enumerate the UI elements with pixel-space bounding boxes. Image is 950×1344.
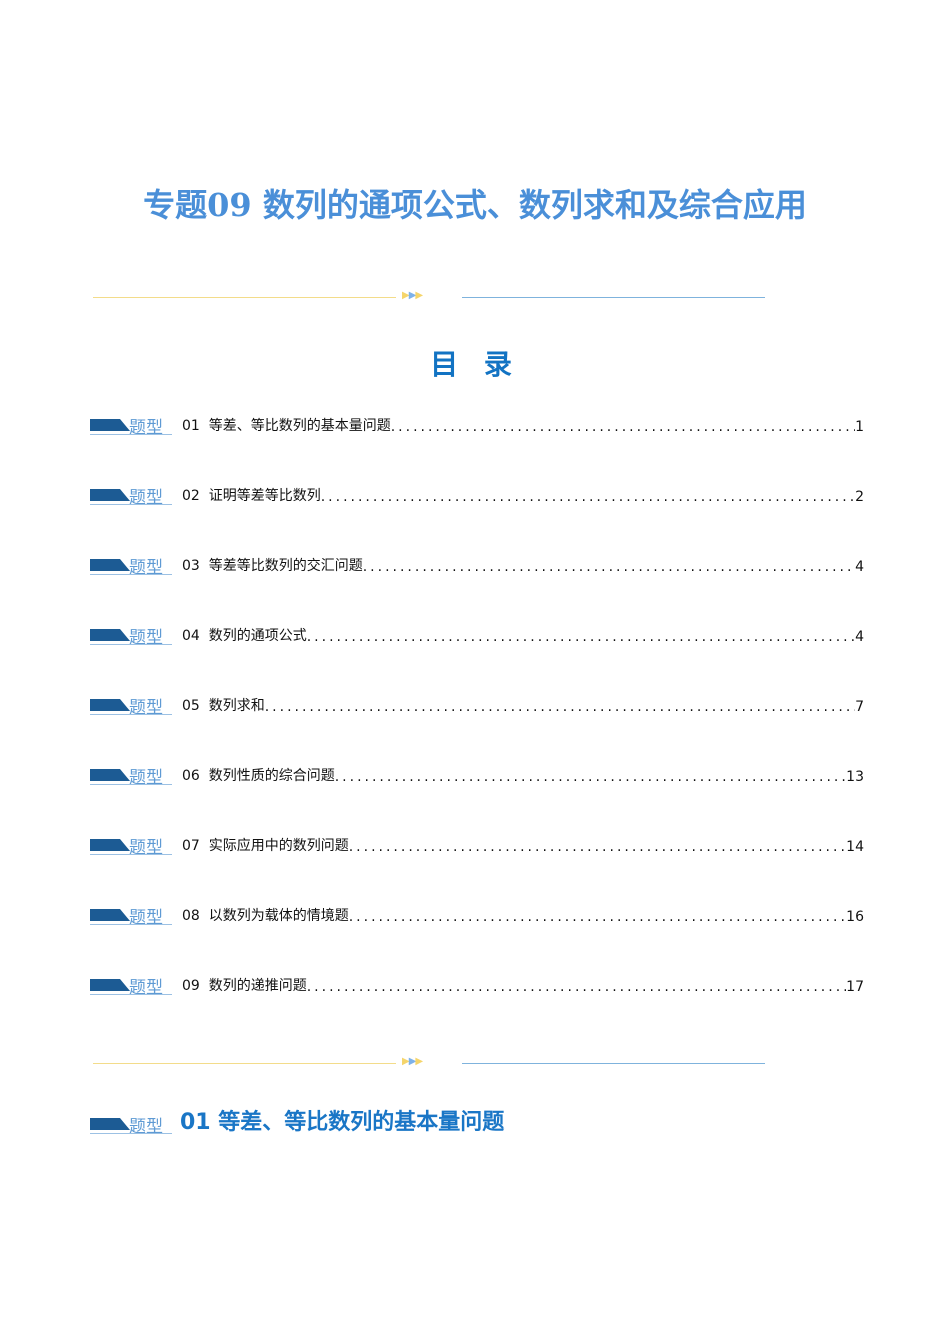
badge-icon: 题型	[90, 973, 172, 998]
section-heading: 题型 01 等差、等比数列的基本量问题	[90, 1104, 505, 1137]
toc-entry[interactable]: 题型 06 数列性质的综合问题 ........................…	[90, 761, 864, 788]
arrows-icon: ▶▶▶	[402, 1056, 423, 1067]
badge-icon: 题型	[90, 693, 172, 718]
leader-dots: ........................................…	[348, 839, 846, 855]
leader-dots: ........................................…	[362, 559, 855, 575]
leader-dots: ........................................…	[306, 979, 846, 995]
leader-dots: ........................................…	[306, 629, 856, 645]
toc-page-number: 13	[846, 769, 864, 785]
leader-dots: ........................................…	[348, 909, 846, 925]
toc-entry-label: 08 以数列为载体的情境题	[182, 908, 349, 924]
badge-icon: 题型	[90, 623, 172, 648]
toc-entry-label: 02 证明等差等比数列	[182, 488, 321, 504]
toc-entry[interactable]: 题型 08 以数列为载体的情境题 .......................…	[90, 901, 864, 928]
toc-entry-label: 09 数列的递推问题	[182, 978, 307, 994]
document-title: 专题09 数列的通项公式、数列求和及综合应用	[143, 186, 807, 224]
toc-entry-label: 01 等差、等比数列的基本量问题	[182, 418, 391, 434]
leader-dots: ........................................…	[320, 489, 855, 505]
leader-dots: ........................................…	[334, 769, 846, 785]
toc-page-number: 16	[846, 909, 864, 925]
toc-page-number: 7	[855, 699, 864, 715]
toc-entry[interactable]: 题型 04 数列的通项公式 ..........................…	[90, 621, 864, 648]
toc-page-number: 4	[855, 559, 864, 575]
badge-icon: 题型	[90, 903, 172, 928]
toc-page-number: 2	[855, 489, 864, 505]
toc-page-number: 4	[855, 629, 864, 645]
arrows-icon: ▶▶▶	[402, 290, 423, 301]
toc-page-number: 17	[846, 979, 864, 995]
badge-icon: 题型	[90, 483, 172, 508]
toc-entry[interactable]: 题型 07 实际应用中的数列问题 .......................…	[90, 831, 864, 858]
divider: ▶▶▶	[93, 290, 765, 304]
toc-entry-label: 05 数列求和	[182, 698, 265, 714]
toc-page-number: 14	[846, 839, 864, 855]
leader-dots: ........................................…	[390, 419, 855, 435]
section-title: 01 等差、等比数列的基本量问题	[180, 1110, 505, 1135]
toc-entry-label: 03 等差等比数列的交汇问题	[182, 558, 363, 574]
toc-entry[interactable]: 题型 09 数列的递推问题 ..........................…	[90, 971, 864, 998]
toc-entry[interactable]: 题型 02 证明等差等比数列 .........................…	[90, 481, 864, 508]
toc-entry-label: 04 数列的通项公式	[182, 628, 307, 644]
divider: ▶▶▶	[93, 1056, 765, 1070]
toc-entry-label: 06 数列性质的综合问题	[182, 768, 335, 784]
toc-entry[interactable]: 题型 03 等差等比数列的交汇问题 ......................…	[90, 551, 864, 578]
badge-icon: 题型	[90, 1112, 172, 1137]
toc-page-number: 1	[855, 419, 864, 435]
badge-icon: 题型	[90, 763, 172, 788]
badge-icon: 题型	[90, 413, 172, 438]
toc-heading: 目 录	[430, 348, 520, 381]
badge-icon: 题型	[90, 553, 172, 578]
toc-entry-label: 07 实际应用中的数列问题	[182, 838, 349, 854]
toc-entry[interactable]: 题型 05 数列求和 .............................…	[90, 691, 864, 718]
badge-icon: 题型	[90, 833, 172, 858]
toc-entry[interactable]: 题型 01 等差、等比数列的基本量问题 ....................…	[90, 411, 864, 438]
leader-dots: ........................................…	[264, 699, 855, 715]
